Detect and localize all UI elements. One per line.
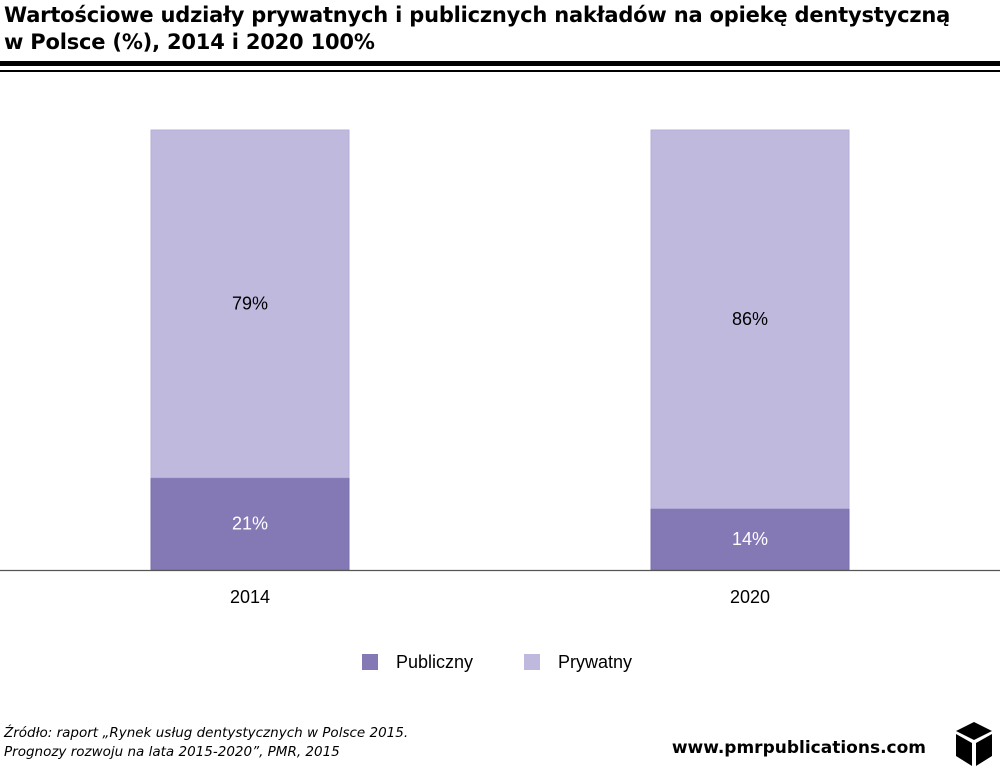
legend-label-publiczny: Publiczny <box>396 652 473 672</box>
legend-swatch-publiczny <box>362 654 378 670</box>
data-label-prywatny-2014: 79% <box>232 294 268 314</box>
x-tick-2014: 2014 <box>230 587 270 607</box>
legend-swatch-prywatny <box>524 654 540 670</box>
chart-title: Wartościowe udziały prywatnych i publicz… <box>4 2 994 56</box>
data-label-publiczny-2014: 21% <box>232 514 268 534</box>
source-line-2: Prognozy rozwoju na lata 2015-2020”, PMR… <box>4 744 340 760</box>
chart-title-line-1: Wartościowe udziały prywatnych i publicz… <box>4 3 951 27</box>
website-link[interactable]: www.pmrpublications.com <box>671 738 926 758</box>
data-label-prywatny-2020: 86% <box>732 309 768 329</box>
header-rule-thin <box>0 70 1000 72</box>
source-line-1: Źródło: raport „Rynek usług dentystyczny… <box>4 725 409 741</box>
bar-prywatny-2020 <box>650 129 850 509</box>
source-note: Źródło: raport „Rynek usług dentystyczny… <box>4 724 408 762</box>
bars-group: 21% 79% 14% 86% <box>150 129 850 571</box>
bar-publiczny-2014 <box>150 477 350 571</box>
legend-label-prywatny: Prywatny <box>558 652 632 672</box>
legend: Publiczny Prywatny <box>362 652 632 672</box>
bar-prywatny-2014 <box>150 129 350 479</box>
header-rule-thick <box>0 61 1000 66</box>
pmr-cube-icon <box>956 722 992 766</box>
chart-title-line-2: w Polsce (%), 2014 i 2020 100% <box>4 30 375 54</box>
x-tick-2020: 2020 <box>730 587 770 607</box>
x-tick-labels: 2014 2020 <box>230 587 770 607</box>
data-label-publiczny-2020: 14% <box>732 529 768 549</box>
bar-publiczny-2020 <box>650 507 850 571</box>
